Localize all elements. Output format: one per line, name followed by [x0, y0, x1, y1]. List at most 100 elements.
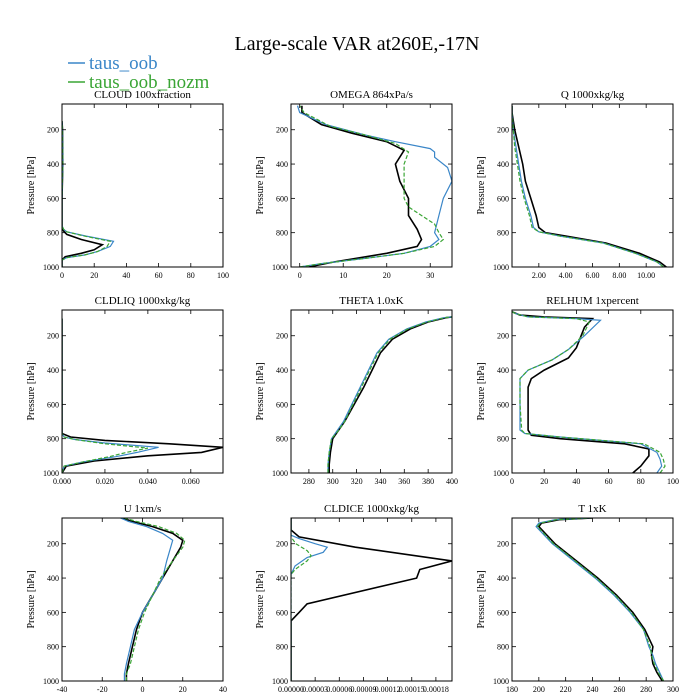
panel-3: Q 1000xkg/kg Pressure [hPa] 2.00 4.00 6.00 8.…: [476, 89, 674, 280]
plot-frame: [61, 517, 224, 682]
x-tick-label: 0.040: [139, 477, 157, 486]
y-axis-label: Pressure [hPa]: [26, 570, 37, 628]
x-tick-label: 0.020: [96, 477, 114, 486]
x-tick-label: 60: [605, 477, 613, 486]
panel-9: T 1xK Pressure [hPa] 180 200 220 240 260 280 300…: [476, 503, 679, 694]
panel-7: U 1xm/s Pressure [hPa] -40 -20 0 20 40 200 400 60…: [26, 503, 227, 694]
x-tick-label: 8.00: [612, 271, 626, 280]
series-line-black: [328, 316, 452, 473]
y-tick-label: 400: [497, 366, 509, 375]
x-tick-label: 80: [637, 477, 645, 486]
y-tick-label: 400: [497, 574, 509, 583]
series-line-taus_oob_nozm: [512, 311, 666, 473]
y-tick-label: 1000: [43, 263, 59, 272]
y-tick-label: 1000: [272, 263, 288, 272]
series-line-taus_oob_nozm: [327, 316, 452, 473]
x-tick-label: 10.00: [637, 271, 655, 280]
x-tick-label: 0: [298, 271, 302, 280]
x-tick-label: 20: [540, 477, 548, 486]
y-tick-label: 200: [47, 332, 59, 341]
y-axis-label: Pressure [hPa]: [26, 156, 37, 214]
y-tick-label: 600: [497, 400, 509, 409]
plot-frame: [290, 103, 453, 268]
series-line-black: [537, 518, 663, 681]
y-axis-label: Pressure [hPa]: [255, 570, 266, 628]
panel-title: CLOUD 100xfraction: [94, 89, 191, 101]
y-tick-label: 200: [47, 540, 59, 549]
x-tick-label: 0: [141, 685, 145, 694]
x-tick-label: 30: [426, 271, 434, 280]
figure-title: Large-scale VAR at260E,-17N: [235, 33, 480, 55]
y-tick-label: 200: [497, 540, 509, 549]
x-tick-label: 100: [667, 477, 679, 486]
y-axis-label: Pressure [hPa]: [476, 362, 487, 420]
panel-6: RELHUM 1xpercent Pressure [hPa] 0 20 40 60 80 1…: [476, 295, 679, 486]
x-tick-label: 0.00003: [302, 685, 328, 694]
y-tick-label: 1000: [493, 677, 509, 686]
y-axis-label: Pressure [hPa]: [26, 362, 37, 420]
x-tick-label: 40: [572, 477, 580, 486]
x-tick-label: 10: [339, 271, 347, 280]
y-tick-label: 200: [276, 126, 288, 135]
panels: CLOUD 100xfraction Pressure [hPa] 0 20 40 60 8…: [26, 89, 679, 694]
y-tick-label: 200: [276, 540, 288, 549]
panel-title: THETA 1.0xK: [339, 295, 404, 307]
x-tick-label: 360: [398, 477, 410, 486]
y-tick-label: 200: [276, 332, 288, 341]
plot-frame: [511, 103, 674, 268]
y-axis-label: Pressure [hPa]: [476, 156, 487, 214]
panel-4: CLDLIQ 1000xkg/kg Pressure [hPa] 0.000 0.02…: [26, 295, 224, 486]
series-line-taus_oob_nozm: [299, 105, 445, 267]
x-tick-label: 0.00009: [350, 685, 376, 694]
y-tick-label: 800: [47, 435, 59, 444]
x-tick-label: 200: [533, 685, 545, 694]
panel-1: CLOUD 100xfraction Pressure [hPa] 0 20 40 60 8…: [26, 89, 229, 280]
series-line-taus_oob: [512, 105, 664, 267]
y-tick-label: 400: [276, 160, 288, 169]
series-line-black: [512, 310, 650, 473]
y-tick-label: 800: [497, 643, 509, 652]
series-line-taus_oob_nozm: [512, 105, 664, 267]
y-tick-label: 200: [497, 126, 509, 135]
x-tick-label: 180: [506, 685, 518, 694]
y-tick-label: 400: [47, 574, 59, 583]
x-tick-label: 80: [187, 271, 195, 280]
x-tick-label: 220: [560, 685, 572, 694]
x-tick-label: 0.00015: [399, 685, 425, 694]
x-tick-label: 0.060: [182, 477, 200, 486]
series-line-taus_oob: [62, 318, 159, 473]
x-tick-label: -20: [97, 685, 108, 694]
series-line-taus_oob_nozm: [291, 518, 312, 681]
y-tick-label: 400: [47, 160, 59, 169]
panel-5: THETA 1.0xK Pressure [hPa] 280 300 320 340 360…: [255, 295, 458, 486]
x-tick-label: 40: [122, 271, 130, 280]
y-tick-label: 800: [276, 643, 288, 652]
y-tick-label: 800: [276, 229, 288, 238]
y-tick-label: 800: [497, 435, 509, 444]
series-line-black: [122, 518, 184, 681]
x-tick-label: 0.00006: [326, 685, 352, 694]
series-line-taus_oob: [120, 518, 174, 681]
x-tick-label: 340: [374, 477, 386, 486]
legend-label-taus-oob: taus_oob: [89, 53, 158, 74]
series-line-taus_oob: [512, 311, 663, 473]
y-tick-label: 600: [276, 608, 288, 617]
panel-title: OMEGA 864xPa/s: [330, 89, 413, 101]
y-tick-label: 600: [276, 400, 288, 409]
series-line-black: [512, 105, 667, 267]
x-tick-label: 0.00018: [423, 685, 449, 694]
y-tick-label: 1000: [43, 677, 59, 686]
plot-frame: [61, 309, 224, 474]
x-tick-label: 0: [510, 477, 514, 486]
x-tick-label: 2.00: [532, 271, 546, 280]
legend-label-taus-oob-nozm: taus_oob_nozm: [89, 72, 210, 93]
x-tick-label: 4.00: [559, 271, 573, 280]
y-tick-label: 1000: [493, 263, 509, 272]
series-line-black: [62, 318, 223, 473]
y-tick-label: 400: [47, 366, 59, 375]
y-tick-label: 800: [47, 643, 59, 652]
panel-title: CLDICE 1000xkg/kg: [324, 503, 420, 515]
y-tick-label: 600: [47, 608, 59, 617]
x-tick-label: 260: [613, 685, 625, 694]
x-tick-label: 20: [90, 271, 98, 280]
